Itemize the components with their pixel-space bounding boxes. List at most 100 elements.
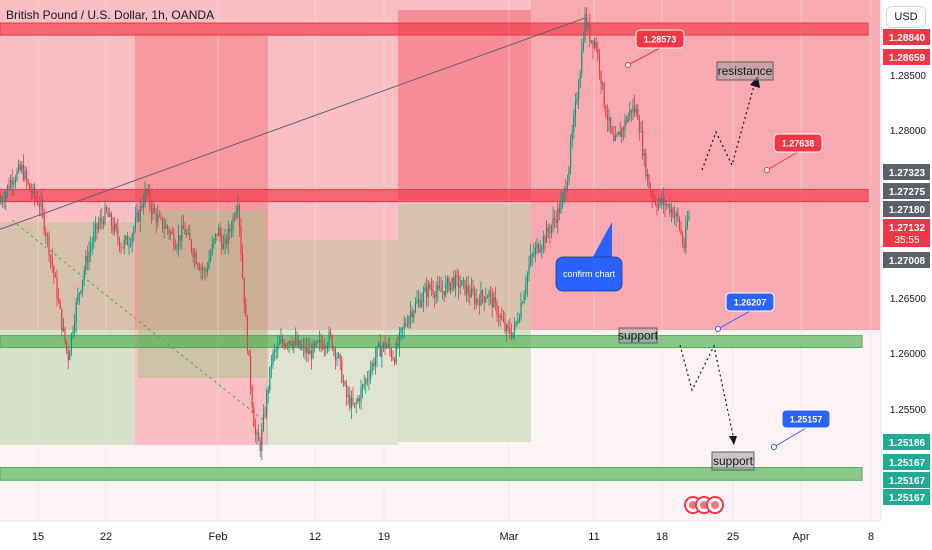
candle-body (91, 242, 93, 248)
candle-body (619, 131, 621, 138)
candle-body (213, 239, 215, 244)
candle-body (509, 327, 511, 334)
candle-body (686, 219, 688, 227)
candle-body (669, 204, 671, 214)
candle-body (418, 299, 420, 302)
candle-body (301, 347, 303, 349)
candle-body (534, 247, 536, 255)
candle-body (454, 274, 456, 289)
candle-body (283, 343, 285, 348)
candle-body (275, 349, 277, 351)
candle-body (555, 219, 557, 224)
candle-body (8, 185, 10, 189)
candle-body (29, 183, 31, 192)
candle-body (560, 201, 562, 213)
candle-body (322, 344, 324, 350)
chart-title: British Pound / U.S. Dollar, 1h, OANDA (6, 8, 215, 22)
candle-body (389, 343, 391, 350)
candle-body (474, 292, 476, 304)
candle-body (34, 187, 36, 197)
candle-body (178, 235, 180, 247)
candle-body (354, 403, 356, 405)
candle-body (227, 228, 229, 245)
x-tick-label: 25 (727, 531, 739, 543)
resistance-zone-upper (0, 22, 869, 36)
candle-body (629, 109, 631, 116)
candle-body (120, 246, 122, 248)
bg-box-3 (0, 222, 135, 445)
x-tick-label: 15 (32, 531, 44, 543)
confirm-chart-text: confirm chart (563, 269, 616, 279)
candle-body (83, 270, 85, 280)
price-badge-5 (883, 219, 930, 247)
candle-body (458, 276, 460, 288)
candle-body (590, 40, 592, 42)
candle-body (69, 351, 71, 361)
candle-body (530, 255, 532, 265)
candle-body (226, 238, 228, 245)
candle-body (528, 264, 530, 274)
candle-body (157, 215, 159, 223)
candle-body (592, 40, 594, 48)
candle-body (171, 232, 173, 234)
event-icon-core-2 (711, 501, 719, 509)
candle-body (349, 395, 351, 409)
candle-body (499, 315, 501, 318)
candle-body (152, 207, 154, 214)
price-badge-text-2: 1.27323 (889, 168, 926, 179)
candle-body (77, 294, 79, 302)
candle-body (520, 303, 522, 318)
candle-body (342, 382, 344, 383)
candle-body (245, 305, 247, 317)
candle-body (384, 342, 386, 349)
candle-body (408, 317, 410, 325)
currency-button[interactable]: USD (886, 6, 926, 28)
candle-body (50, 255, 52, 258)
candle-body (626, 119, 628, 123)
candle-body (117, 228, 119, 239)
candle-body (570, 141, 572, 168)
candle-body (274, 350, 276, 352)
candle-body (18, 164, 20, 171)
candle-body (482, 290, 484, 297)
candle-body (149, 190, 151, 206)
candle-body (419, 299, 421, 307)
label-resistance-text: resistance (718, 64, 773, 78)
candle-body (296, 338, 298, 346)
candle-body (56, 277, 58, 299)
candle-body (285, 344, 287, 348)
candle-body (218, 227, 220, 236)
candle-body (170, 232, 172, 234)
candle-body (155, 212, 157, 223)
candle-body (323, 347, 325, 350)
candle-body (357, 398, 359, 403)
candle-body (443, 291, 445, 296)
candle-body (667, 204, 669, 206)
candle-body (221, 236, 223, 249)
event-icon-core-1 (700, 501, 708, 509)
candle-body (632, 105, 634, 113)
candle-body (403, 323, 405, 328)
candle-body (390, 349, 392, 358)
candle-body (350, 397, 352, 409)
candle-body (557, 207, 559, 224)
candle-body (150, 205, 152, 214)
candle-body (261, 429, 263, 452)
candle-body (490, 292, 492, 294)
candle-body (549, 231, 551, 234)
callout-1-28573-box (635, 29, 685, 49)
candle-body (248, 350, 250, 357)
price-badge-text-4: 1.27180 (889, 205, 926, 216)
candle-body (355, 402, 357, 404)
candle-body (682, 234, 684, 244)
candle-body (381, 348, 383, 357)
candle-body (662, 198, 664, 205)
candle-body (573, 115, 575, 132)
candle-body (506, 325, 508, 332)
candle-body (5, 192, 7, 202)
candle-body (162, 217, 164, 229)
candle-body (22, 165, 24, 180)
candle-body (539, 249, 541, 252)
